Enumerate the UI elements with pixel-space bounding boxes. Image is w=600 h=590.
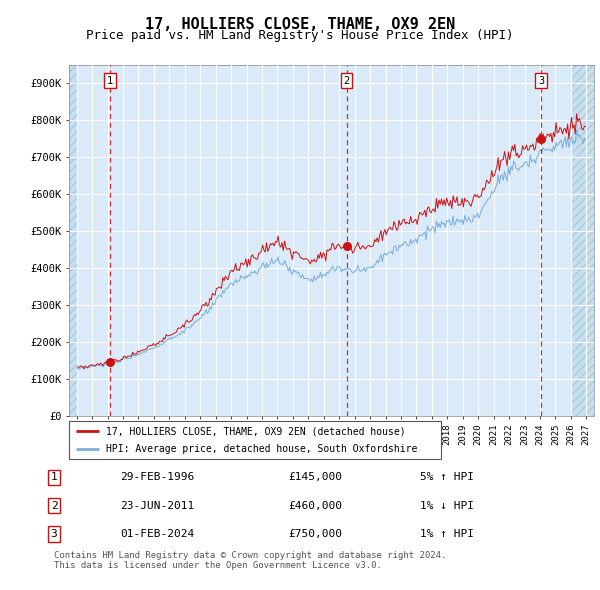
Text: 3: 3	[538, 76, 544, 86]
Text: £460,000: £460,000	[288, 501, 342, 510]
Text: 23-JUN-2011: 23-JUN-2011	[120, 501, 194, 510]
Text: 17, HOLLIERS CLOSE, THAME, OX9 2EN: 17, HOLLIERS CLOSE, THAME, OX9 2EN	[145, 17, 455, 31]
Text: 5% ↑ HPI: 5% ↑ HPI	[420, 473, 474, 482]
Text: £145,000: £145,000	[288, 473, 342, 482]
Bar	[69, 65, 77, 416]
Text: 17, HOLLIERS CLOSE, THAME, OX9 2EN (detached house): 17, HOLLIERS CLOSE, THAME, OX9 2EN (deta…	[106, 426, 406, 436]
Text: 1: 1	[107, 76, 113, 86]
Text: 29-FEB-1996: 29-FEB-1996	[120, 473, 194, 482]
Text: 1: 1	[50, 473, 58, 482]
Text: HPI: Average price, detached house, South Oxfordshire: HPI: Average price, detached house, Sout…	[106, 444, 418, 454]
Text: Price paid vs. HM Land Registry's House Price Index (HPI): Price paid vs. HM Land Registry's House …	[86, 29, 514, 42]
Text: Contains HM Land Registry data © Crown copyright and database right 2024.
This d: Contains HM Land Registry data © Crown c…	[54, 551, 446, 571]
Text: 01-FEB-2024: 01-FEB-2024	[120, 529, 194, 539]
Text: 2: 2	[344, 76, 350, 86]
Text: 3: 3	[50, 529, 58, 539]
Text: 1% ↑ HPI: 1% ↑ HPI	[420, 529, 474, 539]
Bar	[571, 65, 594, 416]
Text: 1% ↓ HPI: 1% ↓ HPI	[420, 501, 474, 510]
Text: £750,000: £750,000	[288, 529, 342, 539]
Text: 2: 2	[50, 501, 58, 510]
